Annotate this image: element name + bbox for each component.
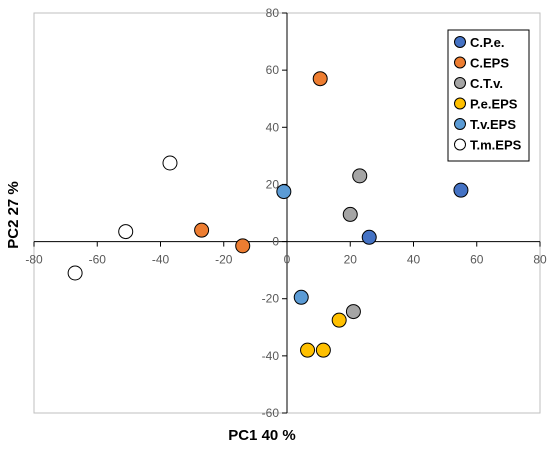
y-tick-label: 60 <box>266 63 280 77</box>
legend-label: P.e.EPS <box>470 97 518 112</box>
x-tick-label: -20 <box>215 253 233 267</box>
x-tick-label: 20 <box>344 253 358 267</box>
data-point-c-p-e <box>361 229 377 245</box>
y-tick-label: 40 <box>266 120 280 134</box>
points-layer <box>67 71 469 358</box>
data-point-t-m-eps <box>162 155 178 171</box>
x-tick-label: 40 <box>407 253 421 267</box>
legend-label: C.P.e. <box>470 35 504 50</box>
legend-marker <box>454 56 466 69</box>
legend-marker <box>454 118 466 130</box>
legend: C.P.e. C.EPS C.T.v. P.e.EPS T.v.EPS T.m.EPS <box>447 29 530 162</box>
data-point-c-eps <box>312 71 328 87</box>
data-point-c-t-v <box>352 168 368 184</box>
y-tick-label: -20 <box>262 292 280 306</box>
data-point-p-e-eps <box>331 312 347 328</box>
data-point-t-v-eps <box>276 184 292 200</box>
y-tick-label: 80 <box>266 6 280 20</box>
legend-marker <box>454 36 466 48</box>
x-tick-label: -40 <box>152 253 170 267</box>
data-point-c-eps <box>194 222 210 238</box>
y-tick-label: 20 <box>266 177 280 191</box>
data-point-c-t-v <box>342 206 358 222</box>
legend-marker <box>454 77 466 89</box>
data-point-t-m-eps <box>67 265 83 281</box>
y-axis-title: PC2 27 % <box>5 181 22 249</box>
x-tick-label: 0 <box>284 253 291 267</box>
y-tick-label: -40 <box>262 349 280 363</box>
data-point-c-eps <box>235 238 251 254</box>
data-point-t-v-eps <box>293 289 309 305</box>
axes-layer: -80 -60 -40 -20 0 20 40 60 80 -60 -40 -20 0 20 40 60 80 <box>25 6 547 420</box>
legend-label: C.T.v. <box>470 76 503 91</box>
data-point-t-m-eps <box>118 224 134 240</box>
legend-label: T.m.EPS <box>470 138 522 153</box>
x-tick-label: -60 <box>89 253 107 267</box>
data-point-c-p-e <box>453 182 469 198</box>
data-point-c-t-v <box>345 304 361 320</box>
legend-marker <box>454 97 466 110</box>
legend-label: C.EPS <box>470 56 509 71</box>
x-axis-title: PC1 40 % <box>228 427 296 444</box>
data-point-p-e-eps <box>315 342 331 358</box>
y-tick-label: -60 <box>262 406 280 420</box>
x-tick-label: -80 <box>25 253 43 267</box>
x-tick-label: 60 <box>470 253 484 267</box>
data-point-p-e-eps <box>300 342 316 358</box>
legend-marker <box>454 138 466 151</box>
y-tick-label: 0 <box>272 235 279 249</box>
legend-label: T.v.EPS <box>470 117 516 132</box>
x-tick-label: 80 <box>533 253 547 267</box>
